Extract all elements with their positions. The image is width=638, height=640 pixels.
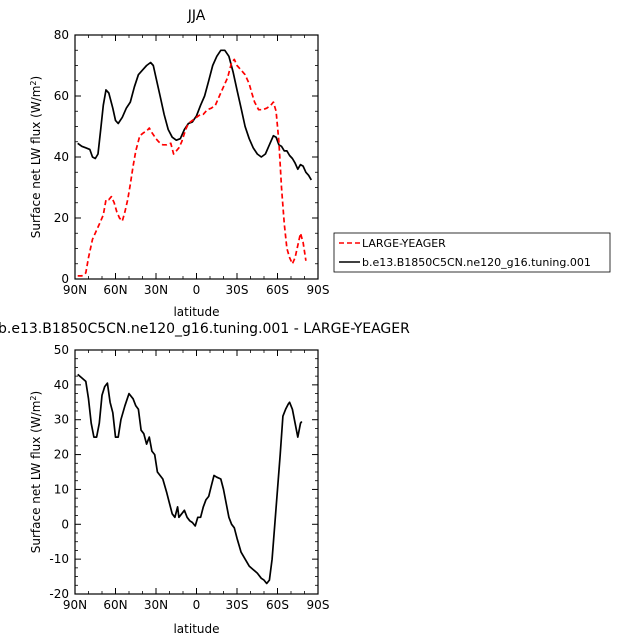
p1-x-tick-label: 90S [307, 598, 330, 612]
legend-box [333, 232, 611, 273]
p1-y-tick-label: 40 [54, 378, 69, 392]
p1-y-tick-label: 10 [54, 482, 69, 496]
p1-y-tick-label: 20 [54, 448, 69, 462]
p0-y-tick-label: 20 [54, 211, 69, 225]
p1-y-tick-label: -20 [49, 587, 69, 601]
p0-x-tick-label: 60N [103, 283, 127, 297]
p1-y-tick-label: -10 [49, 552, 69, 566]
p0-x-tick-label: 0 [193, 283, 201, 297]
p0-x-tick-label: 60S [266, 283, 289, 297]
legend: LARGE-YEAGER b.e13.B1850C5CN.ne120_g16.t… [333, 232, 611, 273]
top-y-axis-label: Surface net LW flux (W/m2) [29, 76, 43, 238]
p0-x-tick-label: 90S [307, 283, 330, 297]
p1-x-tick-label: 0 [193, 598, 201, 612]
bottom-panel: b.e13.B1850C5CN.ne120_g16.tuning.001 - L… [0, 321, 410, 636]
bottom-y-axis-label: Surface net LW flux (W/m2) [29, 391, 43, 553]
p1-x-tick-label: 60S [266, 598, 289, 612]
top-panel: JJA latitude Surface net LW flux (W/m2) … [29, 8, 329, 319]
top-plot-frame [74, 34, 319, 280]
bottom-chart-title: b.e13.B1850C5CN.ne120_g16.tuning.001 - L… [0, 321, 410, 337]
p0-y-tick-label: 80 [54, 28, 69, 42]
top-chart-title: JJA [187, 8, 206, 24]
p1-x-tick-label: 60N [103, 598, 127, 612]
legend-label-tuning: b.e13.B1850C5CN.ne120_g16.tuning.001 [362, 256, 591, 269]
p0-series-line-1 [77, 58, 307, 277]
top-x-axis-label: latitude [173, 305, 219, 319]
p1-series-line-0 [77, 373, 303, 585]
p0-y-tick-label: 60 [54, 89, 69, 103]
bottom-plot-frame [74, 349, 319, 595]
p1-y-tick-label: 0 [61, 517, 69, 531]
p1-x-tick-label: 90N [63, 598, 87, 612]
p1-x-tick-label: 30N [144, 598, 168, 612]
bottom-x-axis-label: latitude [173, 622, 219, 636]
p0-x-tick-label: 90N [63, 283, 87, 297]
p1-y-tick-label: 30 [54, 413, 69, 427]
p0-x-tick-label: 30S [226, 283, 249, 297]
p0-y-tick-label: 0 [61, 272, 69, 286]
p0-series-line-0 [77, 49, 313, 181]
p1-y-tick-label: 50 [54, 343, 69, 357]
p0-x-tick-label: 30N [144, 283, 168, 297]
p0-y-tick-label: 40 [54, 150, 69, 164]
p1-x-tick-label: 30S [226, 598, 249, 612]
legend-label-large-yeager: LARGE-YEAGER [362, 237, 446, 250]
